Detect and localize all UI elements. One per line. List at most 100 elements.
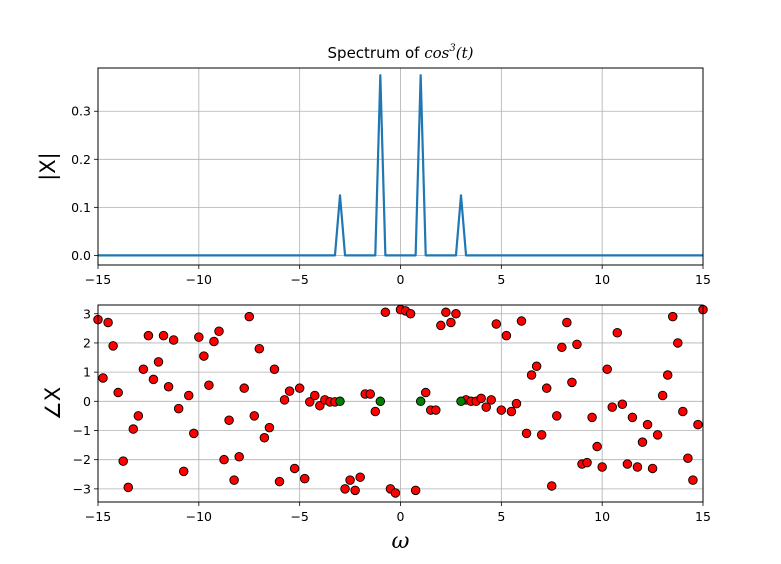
x-tick-label: −15: [85, 272, 111, 287]
phase-data-point: [219, 454, 229, 465]
phase-data-point: [204, 380, 214, 391]
phase-data-point: [567, 377, 577, 388]
phase-data-point: [526, 370, 537, 380]
phase-data-point: [380, 307, 391, 318]
phase-data-point: [279, 395, 290, 405]
phase-data-point: [668, 311, 678, 322]
magnitude-ticks: −15 −10 −5 0 5 10 15 0.0 0.1 0.2 0.3: [71, 104, 711, 287]
phase-data-point: [511, 398, 522, 409]
phase-data-point: [254, 344, 265, 354]
phase-data-point: [405, 309, 416, 319]
y-tick-label: −1: [73, 423, 91, 438]
phase-y-axis-label: ∠X: [41, 387, 65, 420]
phase-data-point: [536, 430, 547, 440]
phase-x-axis-label: ω: [392, 529, 410, 554]
x-tick-label: −5: [290, 272, 308, 287]
phase-data-point: [128, 424, 139, 434]
phase-data-point: [259, 433, 270, 443]
phase-data-point: [476, 393, 486, 404]
phase-data-point: [562, 317, 572, 328]
phase-data-point: [310, 390, 320, 401]
phase-data-point: [592, 441, 602, 452]
phase-data-point: [148, 374, 159, 385]
x-tick-label: −10: [186, 509, 212, 524]
phase-data-point: [415, 396, 426, 407]
phase-data-point: [214, 326, 224, 337]
phase-data-point: [617, 399, 628, 409]
phase-data-point: [552, 411, 562, 421]
y-tick-label: −2: [73, 452, 91, 467]
phase-data-point: [118, 456, 128, 466]
phase-data-point: [199, 351, 209, 361]
magnitude-axes: −15 −10 −5 0 5 10 15 0.0 0.1 0.2 0.3 Spectrum of c…: [36, 43, 711, 287]
phase-data-point: [113, 387, 123, 398]
phase-data-point: [451, 309, 461, 319]
phase-data-point: [178, 466, 189, 477]
x-tick-label: −10: [186, 272, 212, 287]
phase-data-point: [305, 397, 315, 407]
phase-data-point: [103, 317, 113, 328]
x-tick-label: 5: [497, 509, 505, 524]
phase-data-point: [299, 473, 310, 484]
phase-data-point: [587, 412, 597, 423]
title-prefix: Spectrum of: [328, 44, 425, 62]
phase-data-point: [163, 381, 174, 392]
phase-data-point: [683, 453, 693, 463]
phase-data-point: [441, 307, 451, 318]
y-tick-label: 0.1: [71, 200, 91, 215]
phase-data-point: [506, 406, 517, 417]
phase-data-point: [597, 462, 607, 472]
phase-data-point: [138, 364, 149, 374]
x-tick-label: −5: [290, 509, 308, 524]
phase-data-point: [98, 373, 108, 383]
x-tick-label: 15: [695, 272, 711, 287]
phase-data-point: [481, 402, 491, 412]
phase-data-point: [637, 437, 648, 447]
phase-data-point: [294, 383, 305, 393]
title-exponent: 3: [449, 43, 455, 54]
phase-data-point: [612, 327, 623, 338]
phase-data-point: [168, 335, 179, 345]
magnitude-plot: [98, 74, 703, 257]
phase-data-point: [673, 338, 683, 348]
phase-data-point: [647, 463, 658, 474]
phase-data-point: [627, 412, 638, 423]
phase-data-point: [375, 396, 386, 407]
title-argument: (t): [456, 44, 474, 62]
y-tick-label: 0.2: [71, 152, 91, 167]
phase-data-point: [173, 403, 184, 414]
phase-data-point: [547, 481, 557, 491]
phase-data-point: [158, 330, 169, 341]
phase-data-point: [350, 485, 360, 496]
x-tick-label: 5: [497, 272, 505, 287]
phase-data-point: [486, 395, 497, 405]
phase-data-point: [370, 406, 381, 417]
y-tick-label: −3: [73, 481, 91, 496]
phase-data-point: [183, 390, 194, 401]
y-tick-label: 1: [83, 365, 91, 380]
magnitude-series-line: [98, 74, 703, 257]
y-tick-label: 0.0: [71, 248, 91, 263]
x-tick-label: 15: [695, 509, 711, 524]
phase-data-point: [541, 383, 552, 393]
phase-data-point: [335, 396, 345, 407]
phase-data-point: [143, 330, 154, 341]
phase-grid: [97, 305, 704, 502]
phase-data-point: [557, 342, 567, 353]
phase-data-point: [446, 317, 456, 328]
phase-data-point: [622, 459, 633, 469]
phase-data-point: [224, 415, 234, 426]
phase-data-point: [431, 405, 441, 415]
phase-data-point: [572, 339, 582, 350]
phase-data-point: [284, 386, 295, 396]
y-tick-label: 2: [83, 335, 91, 350]
phase-data-point: [289, 463, 300, 474]
phase-data-point: [390, 488, 401, 498]
x-tick-label: 10: [594, 272, 610, 287]
magnitude-y-axis-label: |X|: [36, 152, 61, 181]
phase-data-point: [355, 472, 365, 482]
